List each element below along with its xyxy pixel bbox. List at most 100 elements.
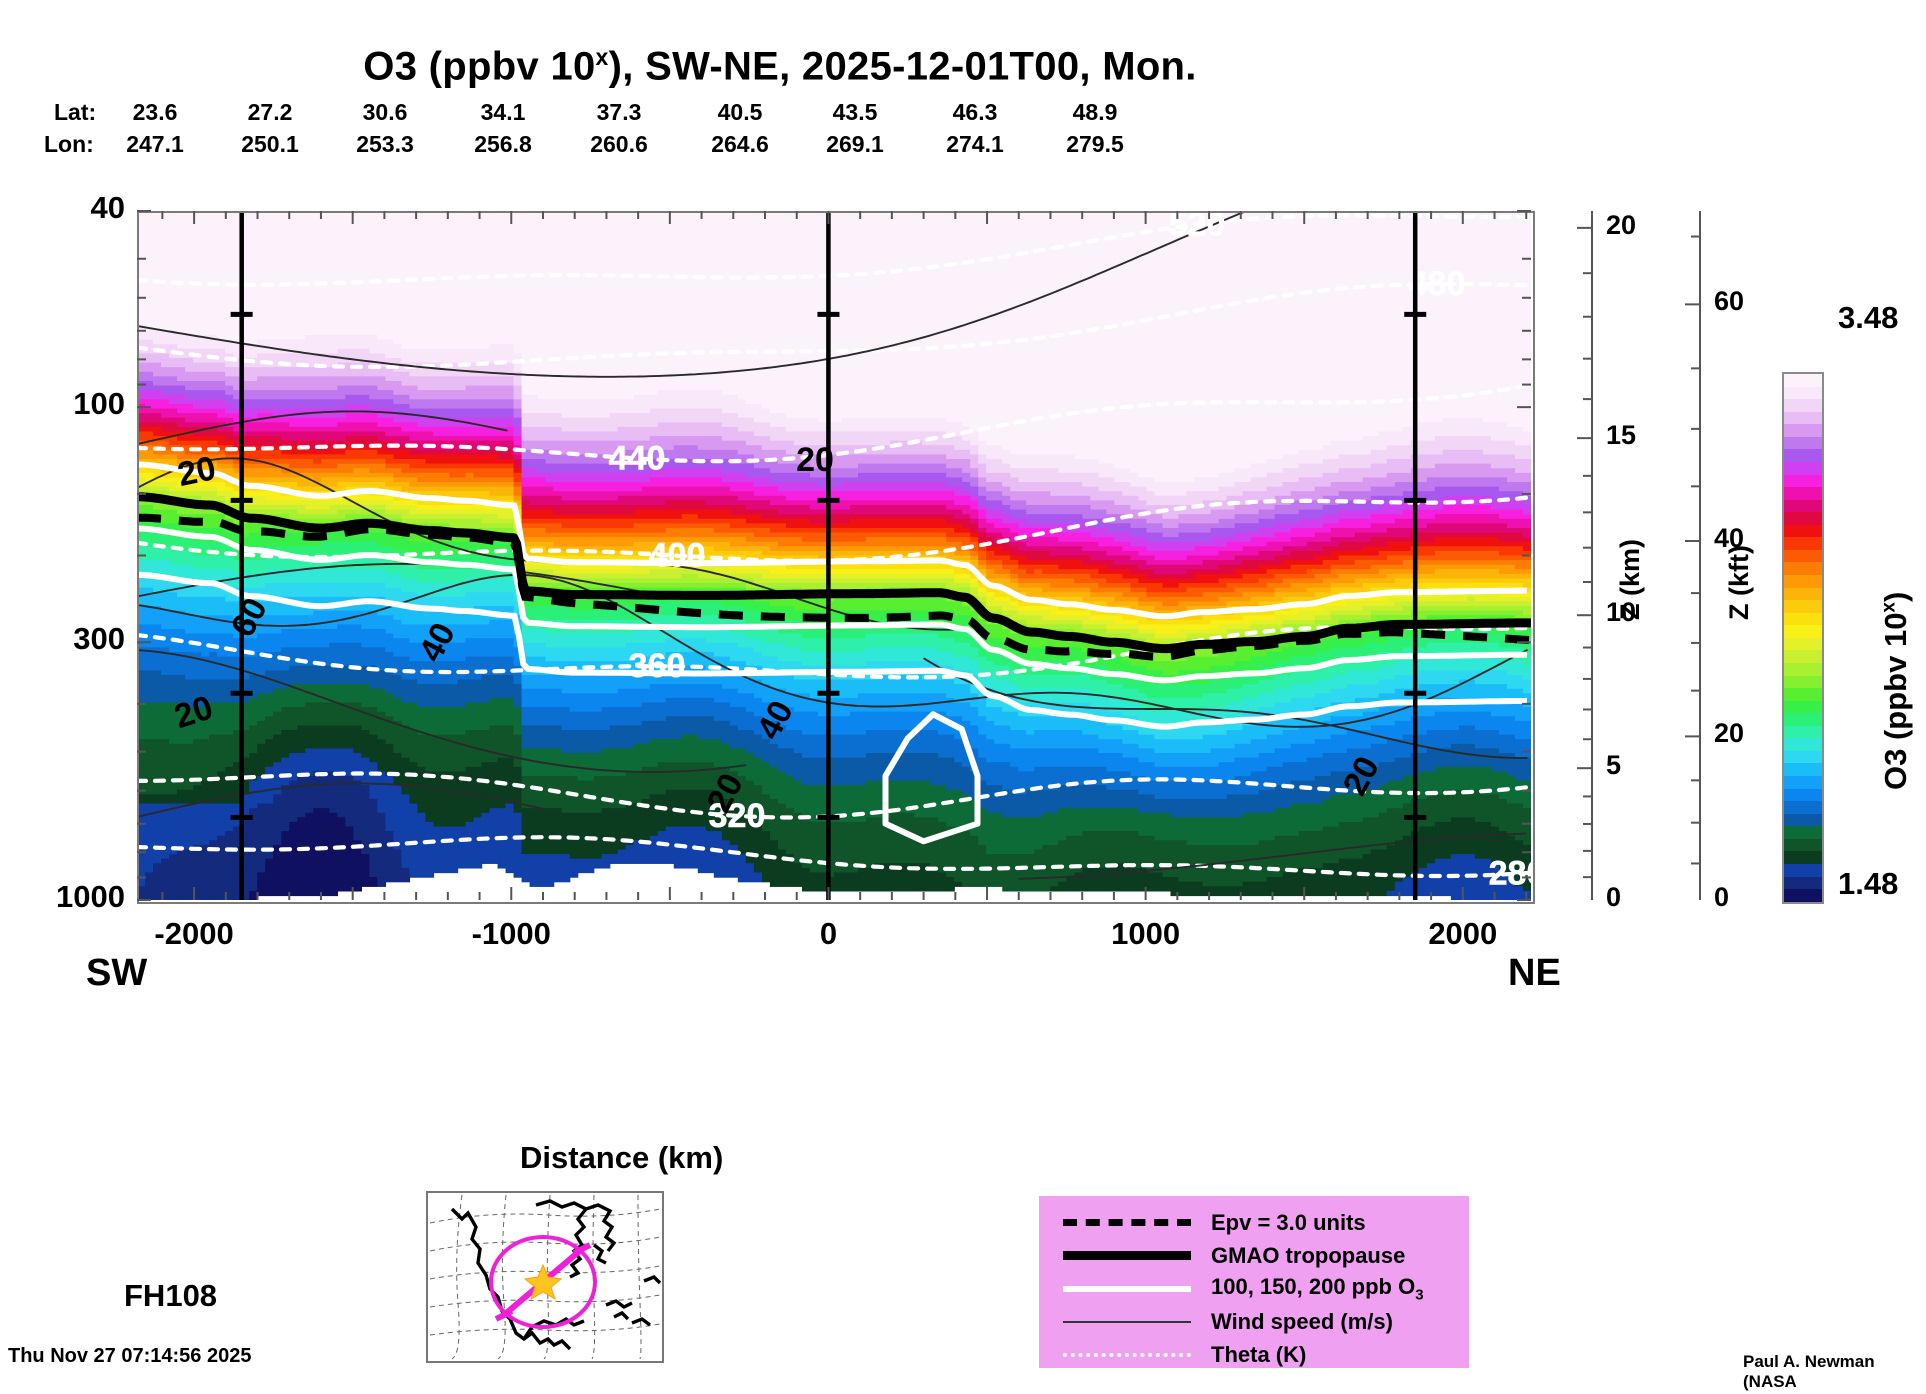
z-km-tick-15: 15 [1606,420,1637,451]
colorbar [1782,372,1824,904]
lat-value-7: 46.3 [952,99,998,125]
colorbar-segment [1784,713,1822,726]
lat-value-3: 34.1 [480,99,526,125]
graticule [429,1194,661,1360]
colorbar-segment [1784,725,1822,739]
contour-label: 40 [412,617,463,668]
z-km-tick-0: 0 [1606,882,1622,912]
y-tick-100: 100 [73,386,125,422]
colorbar-segment [1784,612,1822,626]
lon-value-5: 264.6 [711,131,769,157]
colorbar-segment [1784,575,1822,588]
contour-label: 520 [1169,211,1226,243]
z-kft-tick-20: 20 [1714,718,1745,749]
z-km-axis-label: Z (km) [1615,539,1645,620]
colorbar-segment [1784,863,1822,877]
lon-value-8: 279.5 [1066,131,1124,157]
colorbar-segment [1784,788,1822,802]
colorbar-segment [1784,763,1822,776]
sw-endpoint-tick [494,1308,514,1322]
center-star-marker [523,1263,563,1301]
y-tick-1000: 1000 [56,879,125,914]
lat-value-8: 48.9 [1072,99,1118,125]
colorbar-segment [1784,487,1822,500]
legend-item-0: Epv = 3.0 units [1039,1206,1469,1239]
colorbar-segment [1784,549,1822,563]
z-kft-axis-label: Z (kft) [1724,545,1754,620]
colorbar-segment [1784,838,1822,852]
colorbar-segment [1784,399,1822,412]
coastlines [450,1199,662,1351]
x-tick--2000: -2000 [154,916,234,951]
inset-map-svg [429,1194,662,1360]
colorbar-segment [1784,738,1822,751]
legend-item-1: GMAO tropopause [1039,1239,1469,1272]
lon-row-label: Lon: [44,131,94,157]
colorbar-segment [1784,512,1822,525]
legend-item-4: Theta (K) [1039,1338,1469,1371]
y-tick-40: 40 [90,190,125,225]
colorbar-max-value: 3.48 [1838,300,1899,335]
author-credit: Paul A. Newman (NASA [1743,1352,1875,1391]
z-kft-tick-40: 40 [1714,522,1745,553]
colorbar-segment [1784,826,1822,839]
lat-value-4: 37.3 [596,99,642,125]
colorbar-segment [1784,461,1822,475]
colorbar-segment [1784,750,1822,764]
legend-item-3: Wind speed (m/s) [1039,1305,1469,1338]
lat-value-1: 27.2 [247,99,293,125]
legend-label-1: GMAO tropopause [1211,1242,1406,1268]
colorbar-segment [1784,474,1822,488]
x-tick-2000: 2000 [1428,916,1498,951]
legend-label-2: 100, 150, 200 ppb O3 [1211,1273,1424,1304]
lon-value-7: 274.1 [946,131,1004,157]
contour-label: 360 [629,647,686,685]
legend-box: Epv = 3.0 units GMAO tropopause 100, 150, … [1039,1196,1469,1368]
contour-label: 480 [1409,265,1466,303]
colorbar-min-value: 1.48 [1838,866,1899,901]
radius-circle [489,1235,597,1329]
colorbar-segment [1784,386,1822,400]
z-kft-tick-0: 0 [1714,882,1730,912]
lat-value-6: 43.5 [832,99,878,125]
lon-value-1: 250.1 [241,131,299,157]
contour-label: 20 [170,688,218,736]
colorbar-segment [1784,776,1822,789]
legend-label-0: Epv = 3.0 units [1211,1209,1366,1235]
lon-value-4: 260.6 [590,131,648,157]
colorbar-segment [1784,436,1822,450]
contour-label: 280 [1489,855,1531,893]
inset-locator-map [426,1191,664,1363]
colorbar-label: O3 (ppbv 10x) [1878,592,1914,790]
colorbar-segment [1784,524,1822,538]
lat-value-2: 30.6 [362,99,408,125]
z-km-tick-20: 20 [1606,209,1637,240]
colorbar-segment [1784,587,1822,601]
title-rest: ), SW-NE, 2025-12-01T00, Mon. [608,44,1197,89]
legend-item-2: 100, 150, 200 ppb O3 [1039,1272,1469,1305]
z-km-tick-10: 10 [1606,597,1637,628]
colorbar-segment [1784,650,1822,663]
colorbar-label-main: O3 (ppbv 10 [1878,612,1913,790]
forecast-hour-label: FH108 [124,1278,218,1313]
x-axis-label: Distance (km) [520,1140,724,1175]
legend-line-solid-thick [1063,1245,1191,1267]
x-tick-1000: 1000 [1111,916,1181,951]
colorbar-segment [1784,562,1822,575]
colorbar-segment [1784,675,1822,689]
x-tick-0: 0 [819,916,838,951]
legend-line-solid-thin [1063,1311,1191,1333]
contour-label: 20 [174,449,219,494]
colorbar-segment [1784,537,1822,550]
lon-value-6: 269.1 [826,131,884,157]
colorbar-label-sup: x [1878,601,1900,613]
z-kft-tick-60: 60 [1714,286,1745,317]
contour-overlays: 2803203604004404805202020604040202020 [137,211,1531,900]
contour-label: 40 [750,695,801,746]
colorbar-segment [1784,801,1822,814]
colorbar-segment [1784,876,1822,890]
legend-line-dashed-thick [1063,1212,1191,1234]
colorbar-segment [1784,688,1822,701]
lat-value-5: 40.5 [717,99,763,125]
colorbar-label-rest: ) [1878,591,1913,602]
